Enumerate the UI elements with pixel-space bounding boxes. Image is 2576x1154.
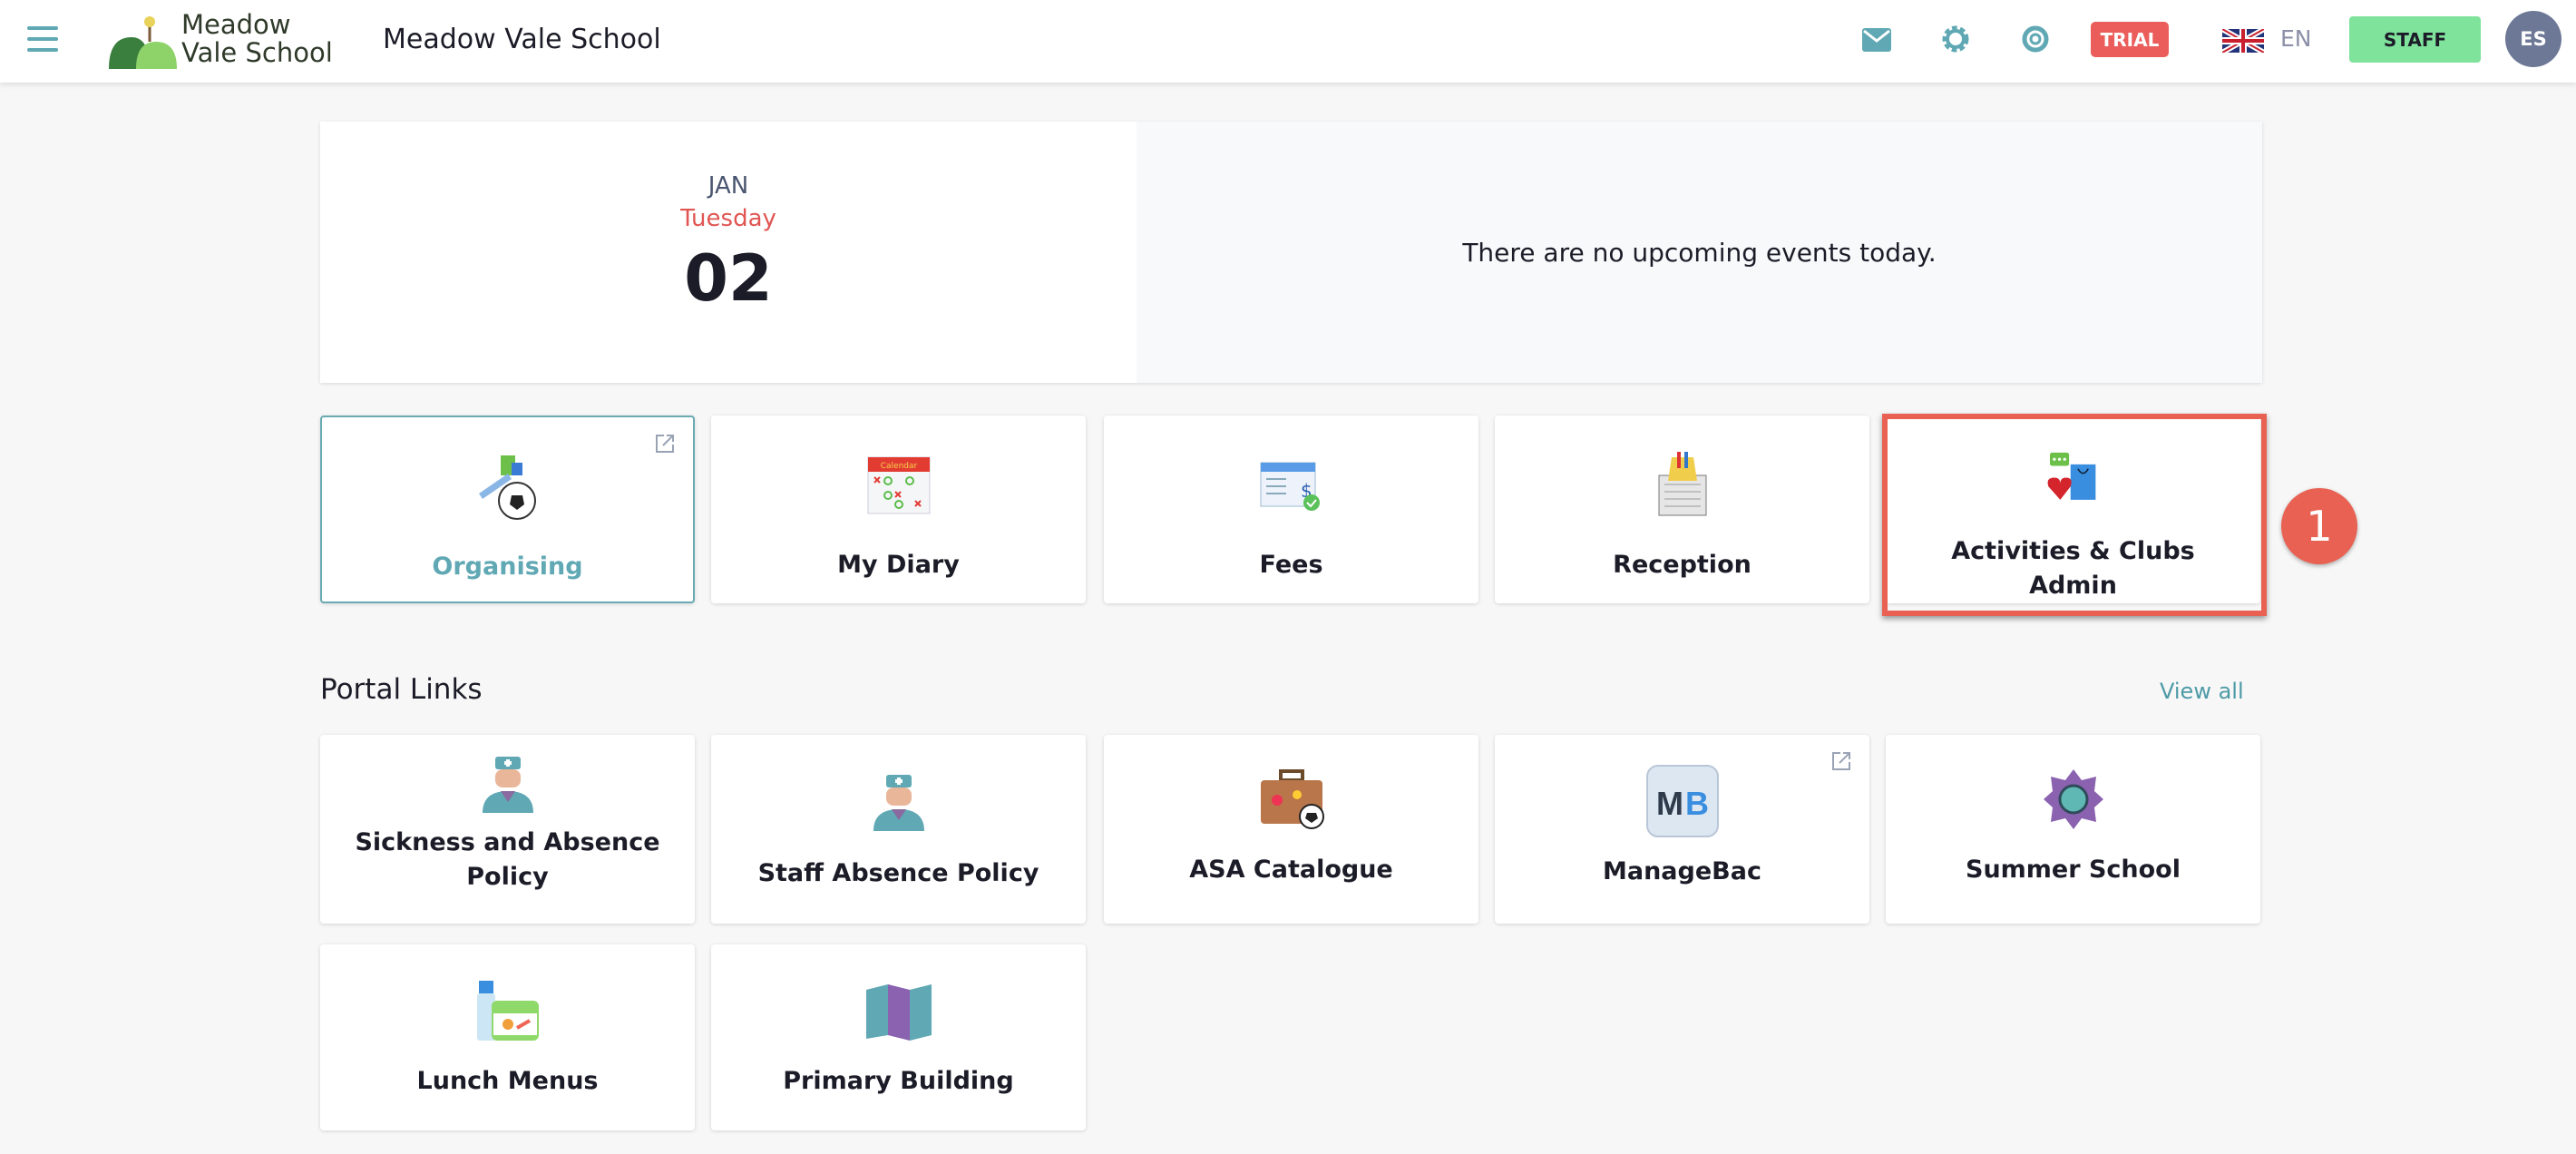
date-weekday: Tuesday (680, 205, 776, 232)
sun-icon (2043, 769, 2103, 829)
external-link-icon (1832, 752, 1850, 770)
tile-label: Reception (1613, 551, 1751, 579)
map-icon (865, 984, 932, 1041)
uk-flag-icon[interactable] (2222, 29, 2264, 53)
section-title: Portal Links (320, 673, 483, 706)
activities-icon (2047, 452, 2095, 500)
step-badge: 1 (2281, 488, 2357, 564)
logo-text: Meadow Vale School (181, 9, 333, 68)
tile-fees[interactable]: $ Fees (1104, 416, 1478, 603)
tile-label: Lunch Menus (416, 1067, 599, 1095)
date-month: JAN (707, 172, 749, 200)
tile-label: Sickness and Absence Policy (355, 828, 660, 891)
portal-link-staff-absence-policy[interactable]: Staff Absence Policy (711, 735, 1086, 924)
staff-button[interactable]: STAFF (2349, 16, 2481, 63)
tile-activities-clubs-admin[interactable]: Activities & Clubs Admin (1886, 416, 2260, 603)
tile-label: ManageBac (1603, 857, 1761, 885)
tile-label: ASA Catalogue (1189, 856, 1393, 884)
tile-label: Activities & Clubs Admin (1951, 537, 2195, 600)
suitcase-icon (1260, 769, 1324, 829)
svg-text:Calendar: Calendar (880, 462, 917, 471)
view-all-link[interactable]: View all (2160, 679, 2244, 704)
events-message: There are no upcoming events today. (1462, 237, 1937, 268)
tile-label: Primary Building (783, 1067, 1014, 1095)
highlight-box (1882, 414, 2267, 616)
nurse-icon (873, 775, 924, 831)
mail-icon[interactable] (1862, 28, 1891, 52)
tile-label: Summer School (1966, 856, 2181, 884)
organising-icon (478, 455, 536, 520)
cheque-icon: $ (1260, 462, 1320, 511)
gear-icon[interactable] (1941, 24, 1970, 54)
trial-badge: TRIAL (2091, 22, 2169, 57)
tile-label: My Diary (837, 551, 960, 579)
tile-label: Organising (432, 553, 583, 581)
top-bar: Meadow Vale School Meadow Vale School TRI… (0, 0, 2576, 83)
date-panel: JAN Tuesday 02 (320, 122, 1137, 383)
portal-link-lunch-menus[interactable]: Lunch Menus (320, 944, 695, 1130)
nurse-icon (482, 757, 533, 813)
site-title: Meadow Vale School (383, 24, 661, 55)
tile-reception[interactable]: Reception (1495, 416, 1869, 603)
language-selector[interactable]: EN (2280, 25, 2312, 52)
logo-icon (109, 16, 177, 69)
portal-link-sickness-absence-policy[interactable]: Sickness and Absence Policy (320, 735, 695, 924)
date-day: 02 (684, 241, 773, 316)
portal-link-summer-school[interactable]: Summer School (1886, 735, 2260, 924)
portal-link-asa-catalogue[interactable]: ASA Catalogue (1104, 735, 1478, 924)
svg-text:B: B (1685, 785, 1709, 822)
menu-icon[interactable] (27, 24, 58, 54)
external-link-icon (656, 435, 674, 453)
avatar[interactable]: ES (2505, 11, 2561, 67)
svg-text:M: M (1656, 785, 1683, 822)
calendar-icon: Calendar (867, 456, 930, 514)
tile-my-diary[interactable]: Calendar My Diary (711, 416, 1086, 603)
lifebuoy-icon[interactable] (2021, 24, 2050, 54)
portal-link-primary-building[interactable]: Primary Building (711, 944, 1086, 1130)
tile-organising[interactable]: Organising (320, 416, 695, 603)
tile-label: Fees (1259, 551, 1323, 579)
tile-label: Staff Absence Policy (757, 859, 1039, 887)
reception-icon (1658, 452, 1706, 516)
date-card: JAN Tuesday 02 There are no upcoming eve… (320, 122, 2262, 383)
lunchbox-icon (476, 981, 539, 1041)
